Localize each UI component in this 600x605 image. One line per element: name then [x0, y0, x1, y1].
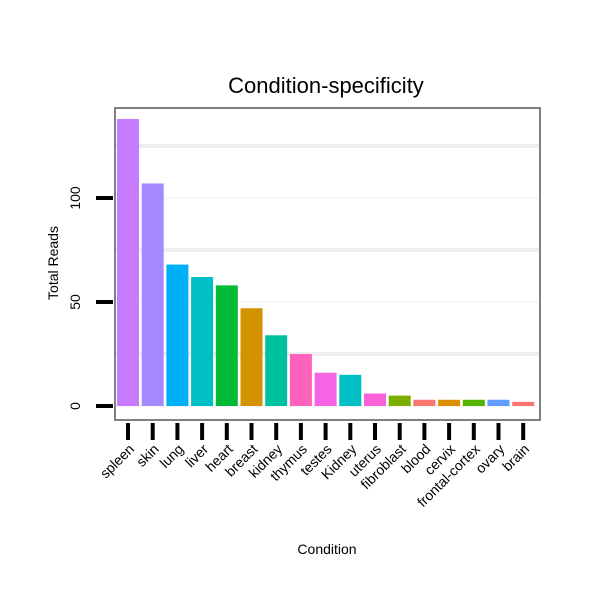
bar [191, 277, 214, 406]
bar [339, 374, 362, 406]
bar [289, 354, 312, 406]
bar [388, 395, 411, 406]
x-tick-label: brain [499, 441, 532, 474]
plot-frame [114, 107, 541, 421]
chart-title: Condition-specificity [228, 73, 424, 98]
bar [487, 399, 510, 406]
y-tick-label: 50 [67, 294, 83, 310]
y-axis-label: Total Reads [45, 226, 61, 300]
x-tick-label: spleen [97, 441, 137, 481]
bar [166, 264, 189, 406]
y-axis: 0 50 100 [67, 186, 113, 410]
bar [512, 401, 535, 406]
bar [364, 393, 386, 406]
bar [215, 285, 238, 406]
bars [117, 118, 535, 407]
x-axis-label: Condition [297, 541, 356, 557]
x-tick-label: lung [156, 441, 186, 471]
bar [314, 372, 337, 406]
bar [413, 399, 436, 406]
y-tick-label: 100 [67, 186, 83, 210]
bar [117, 118, 139, 407]
bar [462, 399, 485, 406]
y-tick-label: 0 [67, 402, 83, 410]
bar [141, 183, 164, 406]
x-axis: spleenskinlungliverheartbreastkidneythym… [97, 423, 532, 510]
bar [438, 399, 461, 406]
x-tick-label: skin [133, 441, 162, 470]
bar [265, 335, 288, 406]
bar [240, 308, 263, 406]
